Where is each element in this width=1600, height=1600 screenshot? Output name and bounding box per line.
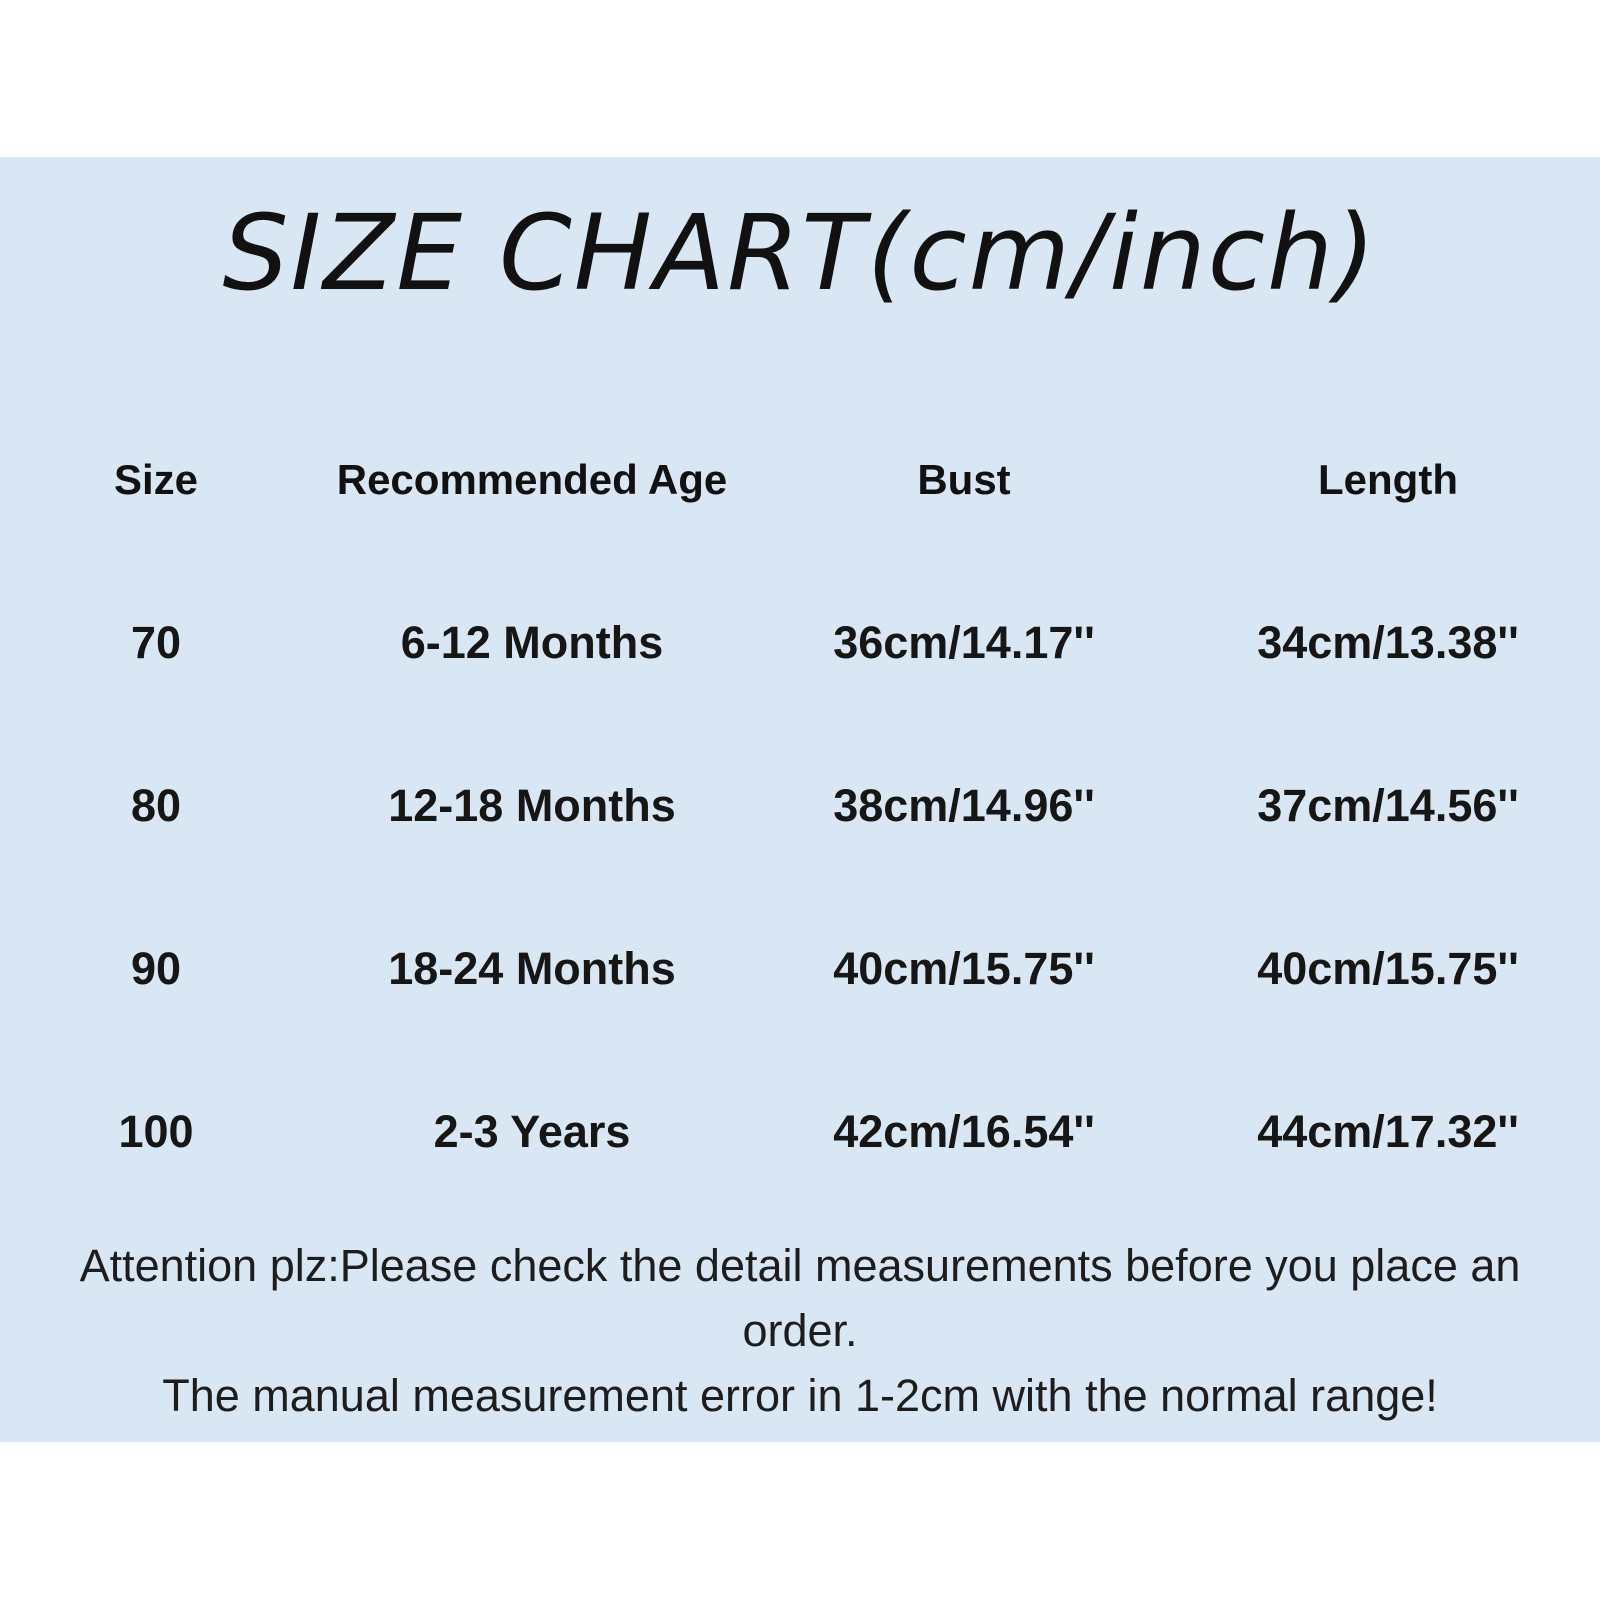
table-cell-bust: 38cm/14.96'' [833,779,1095,831]
table-cell-size: 80 [130,779,182,831]
table-row: 80 12-18 Months 38cm/14.96'' 37cm/14.56'… [0,724,1600,887]
column-header-length: Length [1318,455,1458,503]
table-cell-length: 34cm/13.38'' [1257,616,1519,668]
column-header-size: Size [113,455,199,503]
table-row: 90 18-24 Months 40cm/15.75'' 40cm/15.75'… [0,887,1600,1050]
attention-line-2: order. [742,1305,858,1356]
table-row: 70 6-12 Months 36cm/14.17'' 34cm/13.38'' [0,561,1600,724]
size-table: Size Recommended Age Bust Length 70 6-12… [0,398,1600,1213]
table-cell-bust: 40cm/15.75'' [833,942,1095,994]
table-cell-size: 90 [130,942,182,994]
attention-line-1: Attention plz:Please check the detail me… [79,1240,1521,1291]
table-row: 100 2-3 Years 42cm/16.54'' 44cm/17.32'' [0,1050,1600,1213]
table-cell-age: 6-12 Months [400,616,664,668]
table-cell-size: 70 [130,616,182,668]
table-cell-size: 100 [118,1105,194,1157]
table-cell-length: 37cm/14.56'' [1257,779,1519,831]
page-title: SIZE CHART(cm/inch) [222,192,1378,314]
table-cell-age: 2-3 Years [433,1105,631,1157]
table-cell-bust: 42cm/16.54'' [833,1105,1095,1157]
attention-line-3: The manual measurement error in 1-2cm wi… [162,1370,1438,1421]
column-header-bust: Bust [917,455,1011,503]
table-cell-bust: 36cm/14.17'' [833,616,1095,668]
table-cell-age: 12-18 Months [388,779,676,831]
table-header-row: Size Recommended Age Bust Length [0,398,1600,561]
attention-note: Attention plz:Please check the detail me… [0,1233,1600,1428]
table-cell-length: 40cm/15.75'' [1257,942,1519,994]
table-cell-age: 18-24 Months [388,942,676,994]
size-chart-panel [0,157,1600,1442]
column-header-age: Recommended Age [336,455,728,503]
table-cell-length: 44cm/17.32'' [1257,1105,1519,1157]
